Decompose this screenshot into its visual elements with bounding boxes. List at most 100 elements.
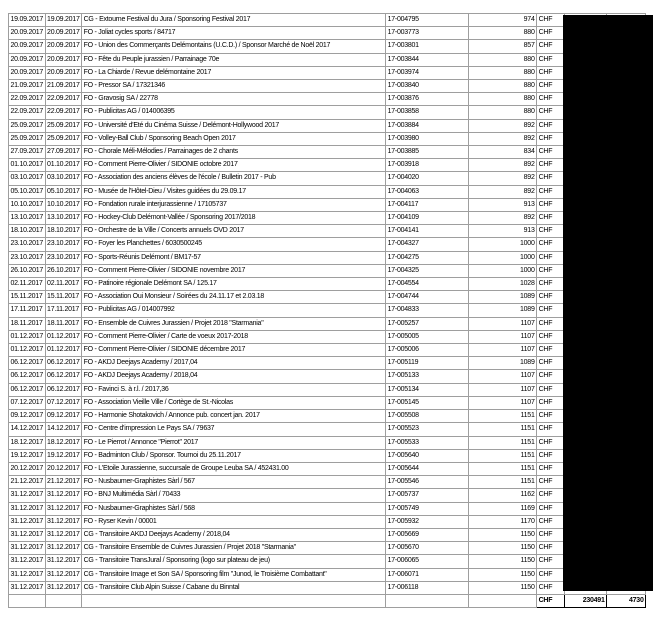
currency-cell: CHF (536, 250, 566, 265)
table-row: 03.10.2017 03.10.2017 FO - Association d… (8, 171, 647, 186)
document-number-cell: 17-004795 (385, 12, 470, 28)
amount-cell: 1151 (468, 409, 538, 424)
value-date-cell: 31.12.2017 (44, 488, 83, 503)
value-date-cell: 09.12.2017 (44, 409, 83, 424)
description-cell: FO - Nusbaumer-Graphistes Sàrl / 568 (81, 501, 387, 516)
currency-cell: CHF (536, 92, 566, 107)
description-cell: FO - Association Oui Monsieur / Soirées … (81, 290, 387, 305)
date-cell: 20.12.2017 (8, 461, 46, 477)
document-number-cell: 17-004554 (385, 277, 470, 292)
currency-cell: CHF (536, 580, 566, 595)
description-cell: CG - Extourne Festival du Jura / Sponsor… (81, 12, 387, 28)
date-cell: 23.10.2017 (8, 250, 46, 265)
date-cell: 20.09.2017 (8, 39, 46, 54)
amount-cell: 892 (468, 158, 538, 173)
amount-cell: 1150 (468, 527, 538, 543)
description-cell: FO - Publicitas AG / 014006395 (81, 105, 387, 120)
amount-cell: 1162 (468, 488, 538, 503)
date-cell: 13.10.2017 (8, 211, 46, 226)
currency-cell: CHF (536, 211, 566, 226)
document-number-cell: 17-003974 (385, 65, 470, 81)
document-number-cell: 17-004275 (385, 250, 470, 265)
currency-cell: CHF (536, 382, 566, 397)
table-row: 06.12.2017 06.12.2017 FO - AKDJ Deejays … (8, 369, 647, 384)
currency-cell: CHF (536, 263, 566, 279)
currency-cell: CHF (536, 369, 566, 384)
amount-cell: 1107 (468, 382, 538, 397)
description-cell: FO - Chorale Méli-Mélodies / Parrainages… (81, 145, 387, 160)
amount-cell: 1000 (468, 237, 538, 252)
table-row: 19.09.2017 19.09.2017 CG - Extourne Fest… (8, 12, 647, 28)
amount-cell: 1150 (468, 541, 538, 556)
description-cell: FO - Le Pierrot / Annonce "Pierrot" 2017 (81, 435, 387, 450)
date-cell: 22.09.2017 (8, 92, 46, 107)
date-cell: 15.11.2017 (8, 290, 46, 305)
value-date-cell: 13.10.2017 (44, 211, 83, 226)
document-number-cell: 17-005932 (385, 514, 470, 529)
table-row: 27.09.2017 27.09.2017 FO - Chorale Méli-… (8, 145, 647, 160)
document-number-cell: 17-005644 (385, 461, 470, 477)
currency-cell: CHF (536, 118, 566, 133)
value-date-cell: 20.09.2017 (44, 39, 83, 54)
date-cell: 25.09.2017 (8, 118, 46, 133)
table-row: 18.10.2017 18.10.2017 FO - Orchestre de … (8, 224, 647, 239)
description-cell: FO - AKDJ Deejays Academy / 2017,04 (81, 356, 387, 371)
currency-cell: CHF (536, 395, 566, 411)
description-cell: CG - Transitoire Ensemble de Cuivres Jur… (81, 541, 387, 556)
date-cell: 06.12.2017 (8, 382, 46, 397)
table-row: 01.12.2017 01.12.2017 FO - Comment Pierr… (8, 329, 647, 345)
currency-cell: CHF (536, 12, 566, 28)
ledger-totals: CHF 230491 4730 (8, 593, 647, 609)
date-cell: 27.09.2017 (8, 145, 46, 160)
value-date-cell: 23.10.2017 (44, 237, 83, 252)
currency-cell: CHF (536, 184, 566, 199)
table-row: 02.11.2017 02.11.2017 FO - Patinoire rég… (8, 277, 647, 292)
value-date-cell: 10.10.2017 (44, 197, 83, 213)
document-number-cell: 17-006071 (385, 567, 470, 582)
description-cell: FO - La Chiarde / Revue delémontaine 201… (81, 65, 387, 81)
date-cell: 10.10.2017 (8, 197, 46, 213)
description-cell: FO - Publicitas AG / 014007992 (81, 303, 387, 318)
amount-cell: 913 (468, 224, 538, 239)
description-cell: FO - Fête du Peuple jurassien / Parraina… (81, 52, 387, 67)
description-cell: FO - L'Etoile Jurassienne, succursale de… (81, 461, 387, 477)
currency-cell: CHF (536, 52, 566, 67)
amount-cell: 1028 (468, 277, 538, 292)
amount-cell: 1151 (468, 448, 538, 463)
date-cell: 21.09.2017 (8, 79, 46, 94)
table-row: 31.12.2017 31.12.2017 CG - Transitoire E… (8, 541, 647, 556)
value-date-cell: 27.09.2017 (44, 145, 83, 160)
amount-cell: 913 (468, 197, 538, 213)
value-date-cell: 22.09.2017 (44, 105, 83, 120)
currency-cell: CHF (536, 422, 566, 437)
table-row: 21.12.2017 21.12.2017 FO - Nusbaumer-Gra… (8, 475, 647, 490)
document-number-cell: 17-005640 (385, 448, 470, 463)
currency-cell: CHF (536, 554, 566, 569)
description-cell: FO - Hockey-Club Delémont-Vallée / Spons… (81, 211, 387, 226)
date-cell: 18.12.2017 (8, 435, 46, 450)
date-cell: 18.10.2017 (8, 224, 46, 239)
document-number-cell: 17-004325 (385, 263, 470, 279)
description-cell: FO - Université d'Eté du Cinéma Suisse /… (81, 118, 387, 133)
value-date-cell: 22.09.2017 (44, 92, 83, 107)
date-cell: 23.10.2017 (8, 237, 46, 252)
value-date-cell: 15.11.2017 (44, 290, 83, 305)
table-row: 18.12.2017 18.12.2017 FO - Le Pierrot / … (8, 435, 647, 450)
table-row: 09.12.2017 09.12.2017 FO - Harmonie Shot… (8, 409, 647, 424)
empty-cell (468, 593, 538, 609)
date-cell: 18.11.2017 (8, 316, 46, 331)
currency-cell: CHF (536, 39, 566, 54)
document-number-cell: 17-003773 (385, 26, 470, 41)
table-row: 23.10.2017 23.10.2017 FO - Sports-Réunis… (8, 250, 647, 265)
table-row: 22.09.2017 22.09.2017 FO - Gravosig SA /… (8, 92, 647, 107)
date-cell: 31.12.2017 (8, 554, 46, 569)
currency-cell: CHF (536, 435, 566, 450)
date-cell: 09.12.2017 (8, 409, 46, 424)
description-cell: FO - Sports-Réunis Delémont / BM17-57 (81, 250, 387, 265)
description-cell: FO - Nusbaumer-Graphistes Sàrl / 567 (81, 475, 387, 490)
date-cell: 21.12.2017 (8, 475, 46, 490)
value-date-cell: 20.09.2017 (44, 52, 83, 67)
date-cell: 06.12.2017 (8, 369, 46, 384)
currency-cell: CHF (536, 514, 566, 529)
